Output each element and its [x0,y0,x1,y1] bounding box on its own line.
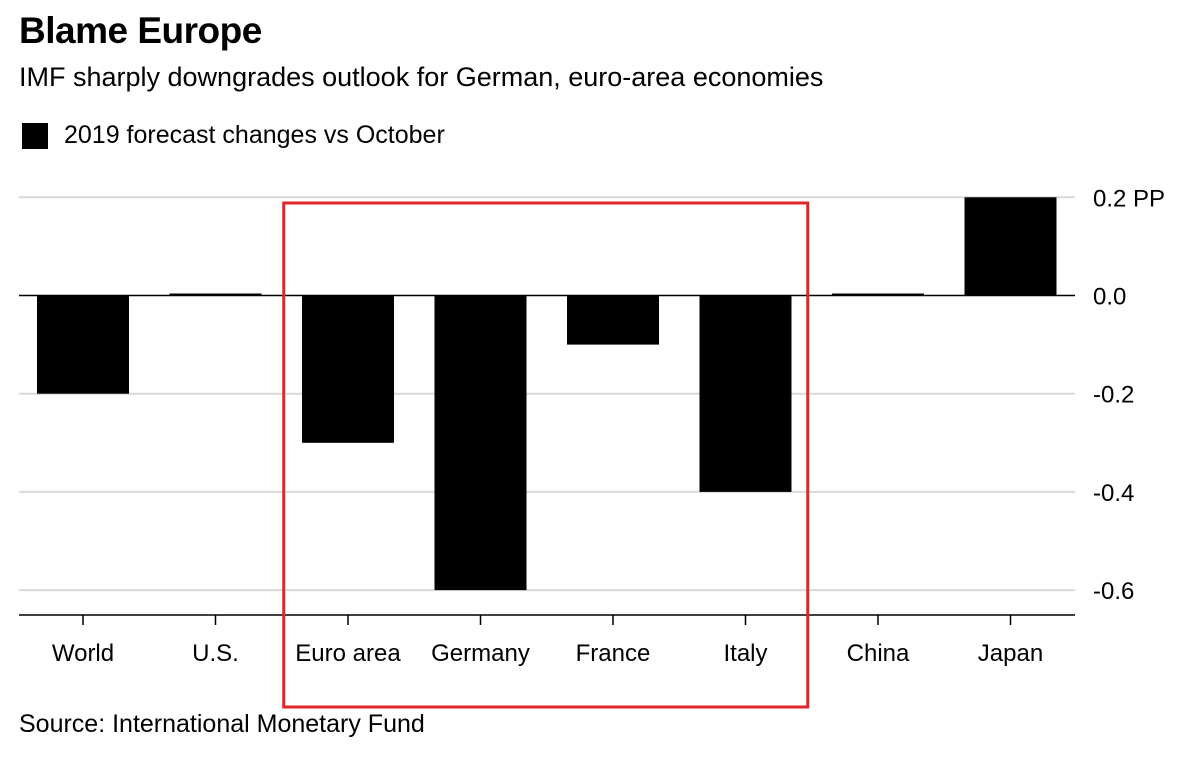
y-tick-label: 0.2 PP [1093,185,1165,212]
y-tick-label: -0.2 [1093,382,1134,409]
source-note: Source: International Monetary Fund [19,710,425,738]
x-tick-label: Italy [723,640,767,667]
bar [567,295,659,345]
chart-title: Blame Europe [19,10,262,51]
bar [434,295,527,591]
legend-swatch [22,122,48,149]
bar [169,293,262,296]
x-tick-label: World [52,640,114,667]
bar [302,295,394,443]
tick-labels: 0.2 PP 0.0 -0.2 -0.4 -0.6 World U.S. Euro area G… [52,185,1165,667]
grid-lines [19,196,1075,592]
x-tick-label: Euro area [295,640,401,667]
highlight-box [282,201,810,709]
bar [37,295,129,394]
y-tick-label: -0.4 [1093,480,1134,507]
bar [964,197,1057,296]
bar [832,293,924,296]
x-tick-label: China [847,640,910,667]
x-tick-label: Germany [431,640,530,667]
bar [699,295,792,492]
axes [19,294,1075,625]
x-tick-label: Japan [978,640,1043,667]
chart-subtitle: IMF sharply downgrades outlook for Germa… [19,62,824,92]
y-tick-label: -0.6 [1093,578,1134,605]
x-tick-label: France [576,640,651,667]
legend: 2019 forecast changes vs October [22,121,445,150]
bars [37,197,1057,591]
y-tick-label: 0.0 [1093,284,1126,311]
legend-label: 2019 forecast changes vs October [64,121,445,149]
x-tick-label: U.S. [192,640,239,667]
